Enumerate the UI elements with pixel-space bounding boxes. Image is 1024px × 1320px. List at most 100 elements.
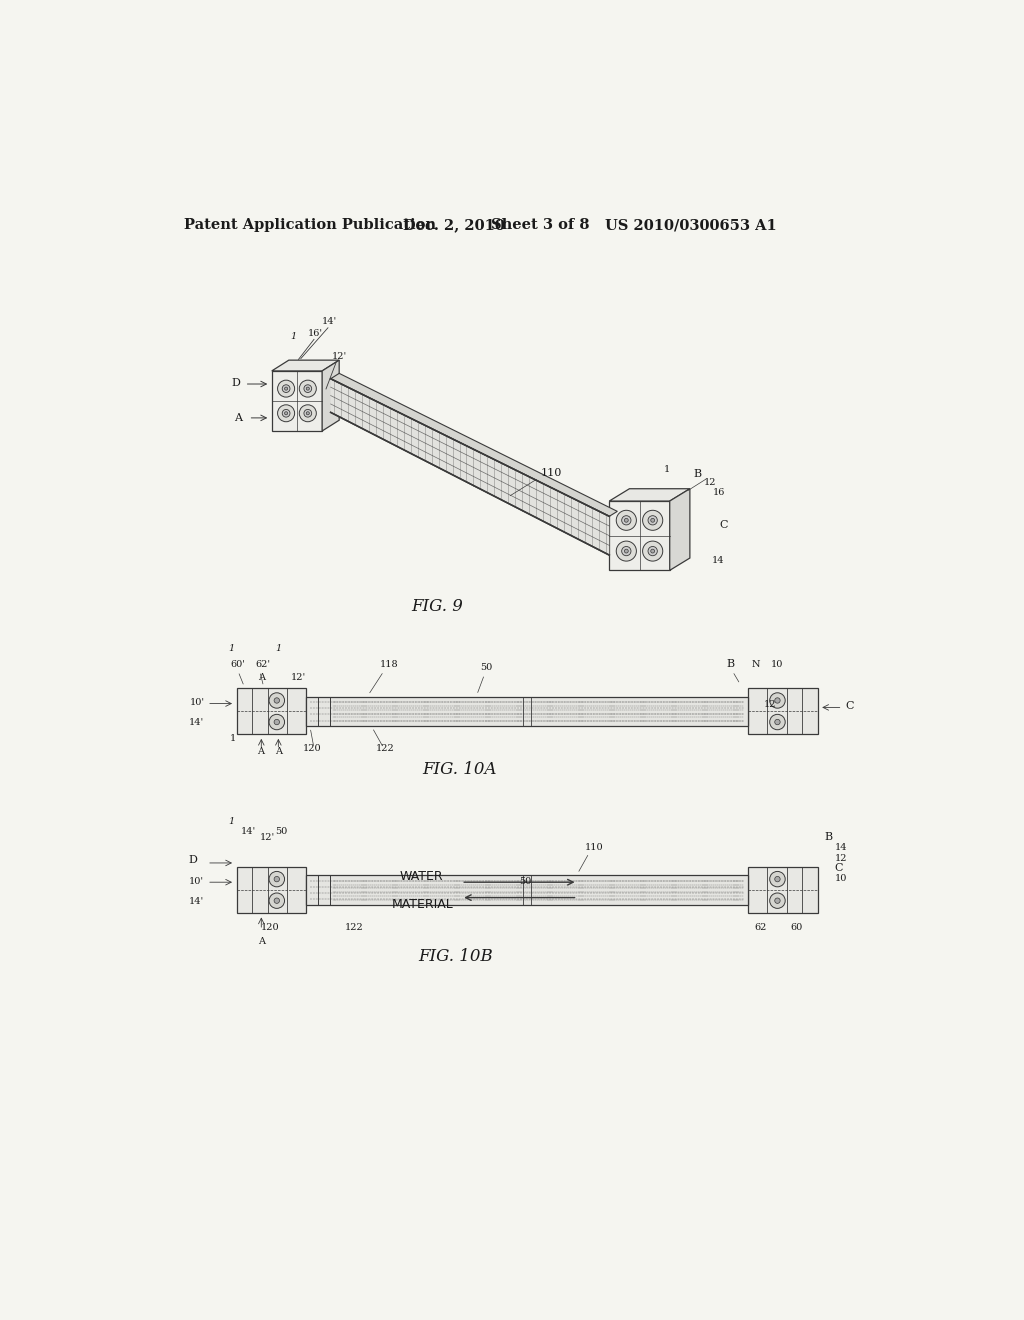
Circle shape bbox=[304, 409, 311, 417]
Circle shape bbox=[622, 516, 631, 525]
Text: 10': 10' bbox=[190, 698, 205, 708]
Text: FIG. 10A: FIG. 10A bbox=[423, 762, 497, 779]
Text: 110: 110 bbox=[586, 843, 604, 851]
Circle shape bbox=[283, 385, 290, 392]
Circle shape bbox=[643, 511, 663, 531]
Polygon shape bbox=[271, 360, 339, 371]
Polygon shape bbox=[271, 371, 323, 430]
Text: B: B bbox=[824, 832, 833, 842]
Text: Patent Application Publication: Patent Application Publication bbox=[183, 218, 436, 232]
Circle shape bbox=[285, 387, 288, 391]
Circle shape bbox=[306, 412, 309, 414]
Polygon shape bbox=[331, 374, 617, 516]
Bar bbox=[748, 688, 818, 734]
Circle shape bbox=[648, 516, 657, 525]
Text: 14': 14' bbox=[188, 896, 204, 906]
Circle shape bbox=[650, 519, 654, 523]
Text: 1: 1 bbox=[228, 644, 234, 653]
Circle shape bbox=[616, 541, 636, 561]
Text: 122: 122 bbox=[345, 923, 364, 932]
Circle shape bbox=[269, 693, 285, 708]
Bar bbox=[748, 867, 818, 913]
Text: A: A bbox=[258, 673, 265, 682]
Text: 14': 14' bbox=[241, 828, 256, 837]
Text: 120: 120 bbox=[261, 923, 280, 932]
Text: D: D bbox=[231, 378, 241, 388]
Bar bbox=[306, 697, 748, 726]
Text: 110: 110 bbox=[541, 467, 562, 478]
Text: 50: 50 bbox=[275, 828, 288, 837]
Text: 10: 10 bbox=[835, 874, 847, 883]
Text: A: A bbox=[234, 413, 243, 422]
Text: MATERIAL: MATERIAL bbox=[391, 898, 454, 911]
Bar bbox=[237, 867, 306, 913]
Text: 12': 12' bbox=[332, 351, 347, 360]
Text: A: A bbox=[257, 747, 263, 756]
Text: 1: 1 bbox=[230, 734, 237, 743]
Circle shape bbox=[650, 549, 654, 553]
Text: D: D bbox=[188, 855, 198, 865]
Circle shape bbox=[775, 876, 780, 882]
Circle shape bbox=[775, 898, 780, 903]
Text: B: B bbox=[693, 469, 701, 479]
Text: A: A bbox=[275, 747, 283, 756]
Circle shape bbox=[625, 519, 629, 523]
Text: 120: 120 bbox=[302, 744, 321, 754]
Text: 1: 1 bbox=[291, 331, 297, 341]
Text: 1: 1 bbox=[228, 817, 234, 826]
Circle shape bbox=[622, 546, 631, 556]
Circle shape bbox=[775, 698, 780, 704]
Circle shape bbox=[616, 511, 636, 531]
Bar bbox=[237, 688, 306, 734]
Polygon shape bbox=[323, 360, 339, 430]
Text: 14': 14' bbox=[188, 718, 204, 727]
Text: Sheet 3 of 8: Sheet 3 of 8 bbox=[490, 218, 589, 232]
Circle shape bbox=[274, 698, 280, 704]
Text: C: C bbox=[845, 701, 853, 711]
Text: 16': 16' bbox=[308, 329, 323, 338]
Text: 118: 118 bbox=[380, 660, 398, 669]
Circle shape bbox=[274, 719, 280, 725]
Circle shape bbox=[643, 541, 663, 561]
Circle shape bbox=[285, 412, 288, 414]
Circle shape bbox=[269, 871, 285, 887]
Circle shape bbox=[278, 380, 295, 397]
Text: B: B bbox=[726, 659, 734, 669]
Circle shape bbox=[770, 714, 785, 730]
Circle shape bbox=[775, 719, 780, 725]
Text: A: A bbox=[258, 937, 265, 946]
Text: C: C bbox=[719, 520, 728, 531]
Text: 14': 14' bbox=[322, 317, 337, 326]
Text: 122: 122 bbox=[376, 744, 394, 754]
Text: 50: 50 bbox=[519, 876, 531, 886]
Circle shape bbox=[304, 385, 311, 392]
Text: 50: 50 bbox=[480, 663, 493, 672]
Text: 60: 60 bbox=[791, 923, 803, 932]
Text: 12': 12' bbox=[260, 833, 275, 842]
Circle shape bbox=[269, 894, 285, 908]
Polygon shape bbox=[670, 488, 690, 570]
Bar bbox=[306, 875, 748, 904]
Text: US 2010/0300653 A1: US 2010/0300653 A1 bbox=[604, 218, 776, 232]
Circle shape bbox=[770, 693, 785, 708]
Text: WATER: WATER bbox=[399, 870, 442, 883]
Circle shape bbox=[283, 409, 290, 417]
Text: N: N bbox=[752, 660, 761, 669]
Text: 1: 1 bbox=[275, 644, 282, 653]
Text: 14: 14 bbox=[712, 556, 724, 565]
Polygon shape bbox=[609, 502, 670, 570]
Text: FIG. 10B: FIG. 10B bbox=[419, 948, 494, 965]
Text: FIG. 9: FIG. 9 bbox=[411, 598, 463, 615]
Polygon shape bbox=[331, 379, 609, 556]
Circle shape bbox=[625, 549, 629, 553]
Text: 10: 10 bbox=[771, 660, 783, 669]
Circle shape bbox=[306, 387, 309, 391]
Circle shape bbox=[648, 546, 657, 556]
Text: 12: 12 bbox=[764, 701, 776, 709]
Circle shape bbox=[269, 714, 285, 730]
Text: 62: 62 bbox=[755, 923, 767, 932]
Text: C: C bbox=[835, 863, 844, 873]
Circle shape bbox=[274, 898, 280, 903]
Text: 60': 60' bbox=[230, 660, 246, 669]
Circle shape bbox=[274, 876, 280, 882]
